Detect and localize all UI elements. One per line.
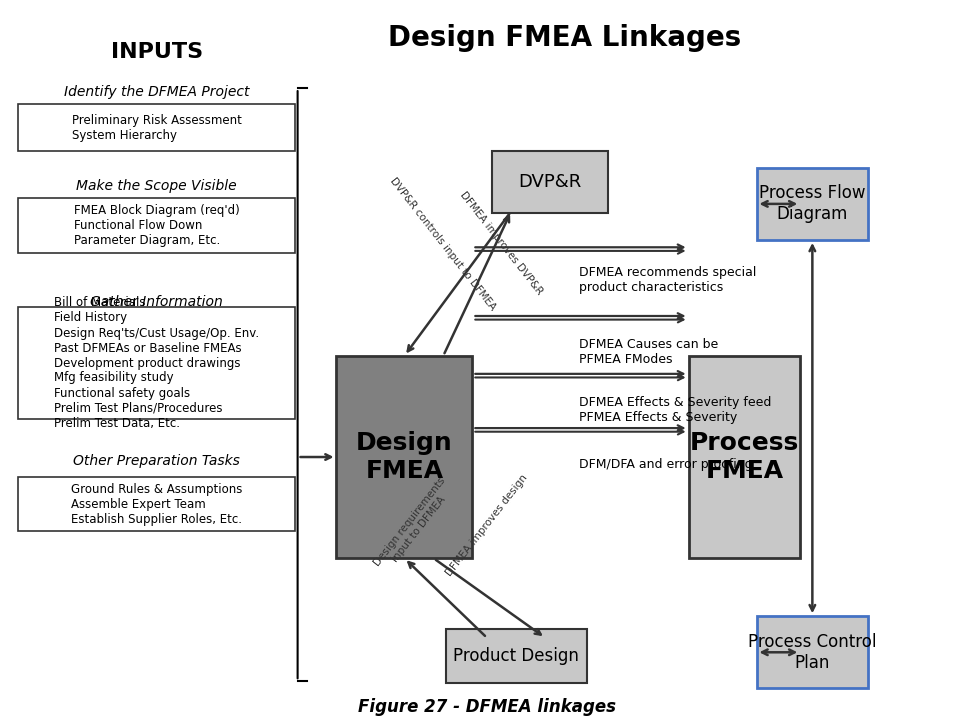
Text: DFMEA improves design: DFMEA improves design <box>444 473 530 579</box>
Text: FMEA Block Diagram (req'd)
Functional Flow Down
Parameter Diagram, Etc.: FMEA Block Diagram (req'd) Functional Fl… <box>74 204 240 247</box>
Text: Bill of Materials
Field History
Design Req'ts/Cust Usage/Op. Env.
Past DFMEAs or: Bill of Materials Field History Design R… <box>55 296 259 430</box>
Text: DFMEA recommends special
product characteristics: DFMEA recommends special product charact… <box>580 266 757 294</box>
Text: Design requirements
input to DFMEA: Design requirements input to DFMEA <box>372 476 457 576</box>
Text: DVP&R: DVP&R <box>518 174 581 191</box>
Text: DFMEA Causes can be
PFMEA FModes: DFMEA Causes can be PFMEA FModes <box>580 338 719 366</box>
FancyBboxPatch shape <box>19 307 295 419</box>
Text: Figure 27 - DFMEA linkages: Figure 27 - DFMEA linkages <box>358 698 616 716</box>
Text: Make the Scope Visible: Make the Scope Visible <box>77 179 237 193</box>
Text: DFMEA Effects & Severity feed
PFMEA Effects & Severity: DFMEA Effects & Severity feed PFMEA Effe… <box>580 396 771 424</box>
FancyBboxPatch shape <box>336 356 472 558</box>
Text: Other Preparation Tasks: Other Preparation Tasks <box>73 454 241 468</box>
FancyBboxPatch shape <box>446 629 586 683</box>
FancyBboxPatch shape <box>19 198 295 253</box>
Text: Ground Rules & Assumptions
Assemble Expert Team
Establish Supplier Roles, Etc.: Ground Rules & Assumptions Assemble Expe… <box>71 483 243 526</box>
FancyBboxPatch shape <box>492 152 609 213</box>
Text: Process Control
Plan: Process Control Plan <box>748 633 877 672</box>
Text: Product Design: Product Design <box>453 647 580 665</box>
Text: DFM/DFA and error proofing: DFM/DFA and error proofing <box>580 458 753 470</box>
Text: Design
FMEA: Design FMEA <box>356 431 453 483</box>
Text: Identify the DFMEA Project: Identify the DFMEA Project <box>64 85 249 99</box>
Text: DVP&R controls input to DFMEA: DVP&R controls input to DFMEA <box>389 176 498 312</box>
Text: INPUTS: INPUTS <box>111 42 203 62</box>
Text: Process
FMEA: Process FMEA <box>690 431 799 483</box>
FancyBboxPatch shape <box>757 168 868 240</box>
Text: Design FMEA Linkages: Design FMEA Linkages <box>388 23 741 52</box>
Text: Preliminary Risk Assessment
System Hierarchy: Preliminary Risk Assessment System Hiera… <box>72 114 242 142</box>
FancyBboxPatch shape <box>689 356 801 558</box>
FancyBboxPatch shape <box>19 477 295 531</box>
FancyBboxPatch shape <box>757 616 868 688</box>
Text: DFMEA improves DVP&R: DFMEA improves DVP&R <box>459 190 544 297</box>
Text: Process Flow
Diagram: Process Flow Diagram <box>759 184 866 224</box>
Text: Gather Information: Gather Information <box>91 295 223 309</box>
FancyBboxPatch shape <box>19 105 295 152</box>
